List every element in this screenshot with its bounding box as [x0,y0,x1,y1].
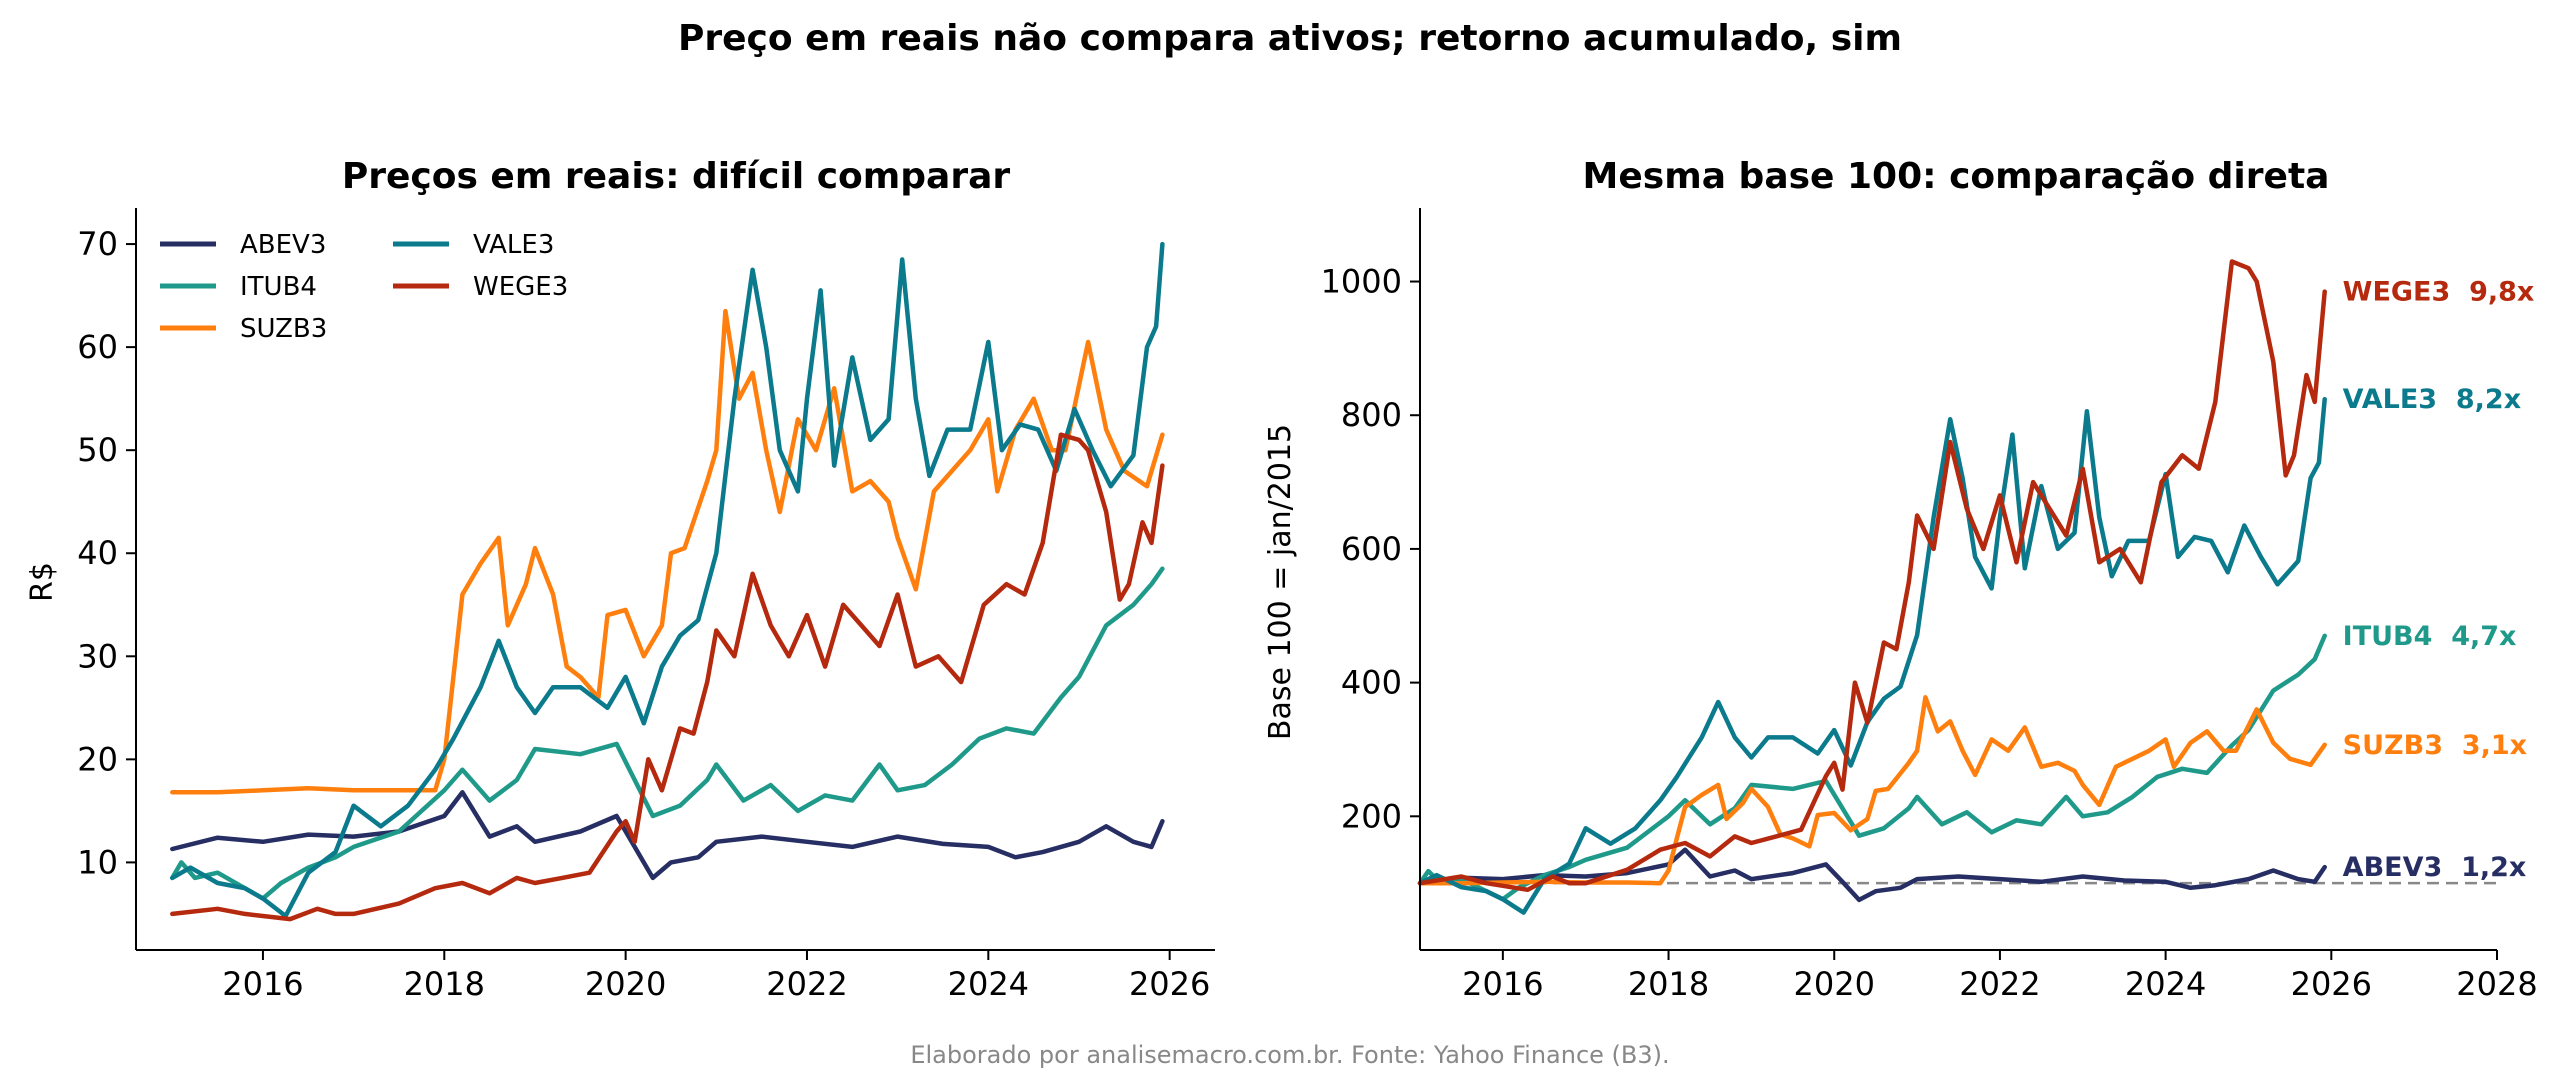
legend-label-abev3: ABEV3 [240,230,326,260]
legend-label-wege3: WEGE3 [473,272,568,302]
legend-item-abev3: ABEV3 [160,230,326,260]
left-chart-series-wege3 [170,432,1165,922]
left-chart-x-tick-label: 2024 [948,965,1029,1003]
left-chart-series-vale3 [170,241,1165,919]
right-chart-series-vale3 [1417,396,2327,915]
source-footer: Elaborado por analisemacro.com.br. Fonte… [910,1041,1669,1069]
left-chart-title: Preços em reais: difícil comparar [342,156,1011,197]
right-chart-panel: Mesma base 100: comparação direta Base 1… [1263,156,2538,1003]
right-chart-x-tick-label: 2024 [2125,965,2206,1003]
legend-item-vale3: VALE3 [393,230,554,260]
right-chart-x-tick-label: 2028 [2456,965,2537,1003]
right-chart-y-tick-label: 800 [1341,396,1402,434]
right-chart-series-wege3 [1417,259,2327,893]
left-chart-y-tick-label: 50 [77,431,118,469]
right-chart-y-tick-label: 600 [1341,530,1402,568]
legend-item-wege3: WEGE3 [393,272,568,302]
left-chart-panel: Preços em reais: difícil comparar R$ 201… [25,156,1215,1003]
right-chart-x-tick-label: 2016 [1462,965,1543,1003]
left-chart-x-tick-label: 2026 [1129,965,1210,1003]
right-chart-series-itub4 [1417,633,2327,902]
left-chart-series-itub4 [170,566,1165,901]
left-chart-axes: 2016 2018 2020 2022 2024 2026 10 20 30 40 50 60 70 [77,208,1215,1003]
right-chart-y-axis-label: Base 100 = jan/2015 [1263,424,1298,740]
end-label-suzb3: SUZB3 3,1x [2343,730,2527,761]
left-chart-legend: ABEV3 ITUB4 SUZB3 VALE3 WEGE3 [160,230,568,344]
legend-item-itub4: ITUB4 [160,272,317,302]
left-chart-y-tick-label: 70 [77,225,118,263]
right-chart-y-tick-label: 200 [1341,797,1402,835]
right-chart-series-abev3 [1417,847,2327,903]
legend-label-itub4: ITUB4 [240,272,317,302]
end-label-abev3: ABEV3 1,2x [2343,852,2527,883]
right-chart-series-suzb3 [1417,695,2327,886]
right-chart-y-tick-label: 400 [1341,664,1402,702]
right-chart-title: Mesma base 100: comparação direta [1583,156,2330,197]
end-label-itub4: ITUB4 4,7x [2343,621,2517,652]
left-chart-x-tick-label: 2018 [404,965,485,1003]
right-chart-x-tick-label: 2026 [2291,965,2372,1003]
left-chart-x-tick-label: 2020 [585,965,666,1003]
end-label-vale3: VALE3 8,2x [2343,384,2521,415]
right-chart-axes: 2016 2018 2020 2022 2024 2026 2028 200 400 600 800… [1321,208,2538,1003]
left-chart-x-tick-label: 2022 [766,965,847,1003]
left-chart-series-suzb3 [170,308,1165,795]
right-chart-x-tick-label: 2020 [1794,965,1875,1003]
legend-label-suzb3: SUZB3 [240,314,327,344]
end-label-wege3: WEGE3 9,8x [2343,277,2535,308]
left-chart-y-tick-label: 60 [77,328,118,366]
legend-item-suzb3: SUZB3 [160,314,327,344]
left-chart-x-tick-label: 2016 [222,965,303,1003]
left-chart-y-tick-label: 10 [77,843,118,881]
legend-label-vale3: VALE3 [473,230,554,260]
left-chart-series-group [170,241,1165,922]
right-chart-end-labels: WEGE3 9,8x VALE3 8,2x ITUB4 4,7x SUZB3 3,1x… [2343,277,2535,884]
right-chart-x-tick-label: 2022 [1959,965,2040,1003]
right-chart-series-group [1417,259,2327,915]
figure-suptitle: Preço em reais não compara ativos; retor… [678,18,1902,59]
left-chart-y-tick-label: 20 [77,740,118,778]
left-chart-y-tick-label: 30 [77,637,118,675]
right-chart-y-tick-label: 1000 [1321,263,1402,301]
right-chart-x-tick-label: 2018 [1628,965,1709,1003]
left-chart-y-tick-label: 40 [77,534,118,572]
left-chart-y-axis-label: R$ [25,562,60,602]
